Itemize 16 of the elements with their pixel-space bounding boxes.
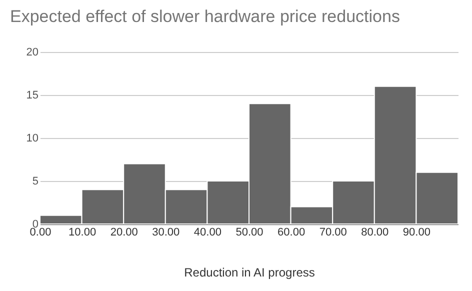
x-tick-label: 30.00 <box>152 226 180 238</box>
y-tick-label: 20 <box>26 46 38 58</box>
y-tick-label: 15 <box>26 90 38 102</box>
x-tick-label: 50.00 <box>236 226 264 238</box>
y-tick-label: 10 <box>26 132 38 144</box>
x-tick-label: 40.00 <box>194 226 222 238</box>
x-tick-label: 70.00 <box>319 226 347 238</box>
x-tick-label: 0.00 <box>30 226 52 238</box>
x-axis-title: Reduction in AI progress <box>184 266 315 280</box>
x-tick-label: 20.00 <box>110 226 138 238</box>
chart-title: Expected effect of slower hardware price reductions <box>10 7 400 26</box>
x-tick-label: 10.00 <box>68 226 96 238</box>
x-tick-label: 80.00 <box>361 226 389 238</box>
y-tick-label: 5 <box>32 176 38 188</box>
x-tick-label: 90.00 <box>402 226 430 238</box>
x-tick-label: 60.00 <box>278 226 306 238</box>
